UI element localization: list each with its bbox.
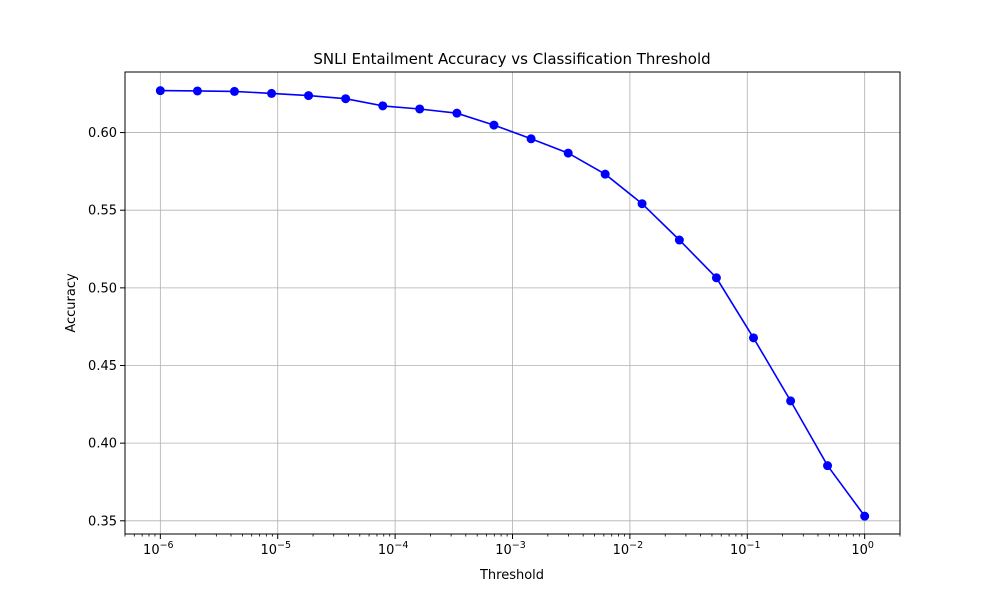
y-tick-label: 0.60 (88, 126, 117, 141)
data-series (155, 86, 870, 521)
x-tick-label: 10−2 (613, 540, 644, 558)
data-point (304, 91, 314, 101)
data-point (786, 396, 796, 406)
y-tick-label: 0.50 (88, 281, 117, 296)
data-point (563, 148, 573, 158)
data-point (711, 273, 721, 283)
y-tick-label: 0.55 (88, 204, 117, 219)
x-tick-label: 10−5 (260, 540, 291, 558)
data-point (192, 86, 202, 96)
data-point (378, 101, 388, 111)
x-axis-label: Threshold (479, 568, 544, 583)
y-tick-label: 0.40 (88, 437, 117, 452)
data-point (526, 134, 536, 144)
data-point (229, 86, 239, 96)
data-point (860, 511, 870, 521)
axis-ticks: 10−6 10−5 10−4 10−3 10−2 10−1 100 0.35 0.40 0.45 0… (88, 126, 901, 558)
y-tick-label: 0.35 (88, 514, 117, 529)
series-line (160, 89, 866, 517)
data-point (600, 169, 610, 179)
x-tick-label: 10−3 (495, 540, 526, 558)
data-point (637, 199, 647, 209)
chart-title: SNLI Entailment Accuracy vs Classificati… (313, 50, 710, 68)
x-tick-label: 100 (851, 540, 874, 558)
data-point (341, 94, 351, 104)
data-point (674, 235, 684, 245)
data-point (155, 86, 165, 96)
data-point (415, 104, 425, 114)
x-tick-label: 10−4 (378, 540, 409, 558)
data-point (749, 333, 759, 343)
data-point (267, 88, 277, 98)
data-point (452, 108, 462, 118)
x-tick-label: 10−6 (143, 540, 174, 558)
y-axis-label: Accuracy (64, 273, 79, 333)
data-point (823, 461, 833, 471)
y-tick-label: 0.45 (88, 359, 117, 374)
x-tick-label: 10−1 (730, 540, 761, 558)
data-point (489, 120, 499, 130)
